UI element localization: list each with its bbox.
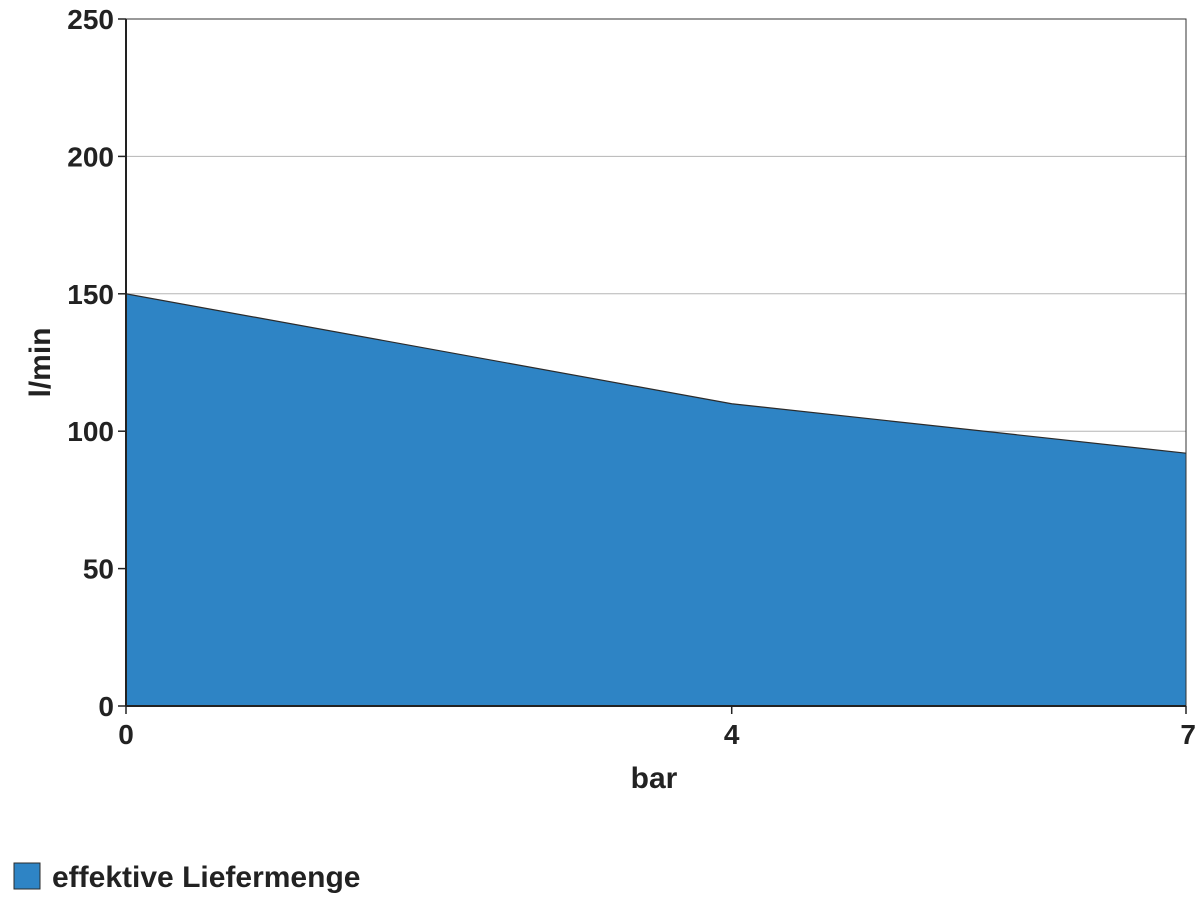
- legend-label: effektive Liefermenge: [52, 861, 360, 894]
- area-series-line: [125, 293, 1187, 454]
- legend: effektive Liefermenge: [13, 861, 360, 894]
- y-tick-label: 150: [67, 279, 114, 310]
- plot-area: [125, 293, 1187, 706]
- tick-labels: 0 50 100 150 200 250 0 4 7: [67, 4, 1196, 750]
- legend-swatch: [13, 862, 41, 890]
- axes: [125, 18, 1187, 707]
- area-series-fill: [126, 293, 1186, 706]
- y-tick-label: 100: [67, 416, 114, 447]
- y-tick-label: 250: [67, 4, 114, 35]
- x-tick-label: 7: [1180, 719, 1196, 750]
- y-tick-label: 50: [83, 554, 114, 585]
- x-tick-label: 4: [724, 719, 740, 750]
- y-tick-label: 200: [67, 141, 114, 172]
- y-axis-title: l/min: [24, 327, 57, 397]
- y-tick-label: 0: [98, 691, 114, 722]
- x-axis-title: bar: [631, 762, 678, 795]
- x-tick-label: 0: [118, 719, 134, 750]
